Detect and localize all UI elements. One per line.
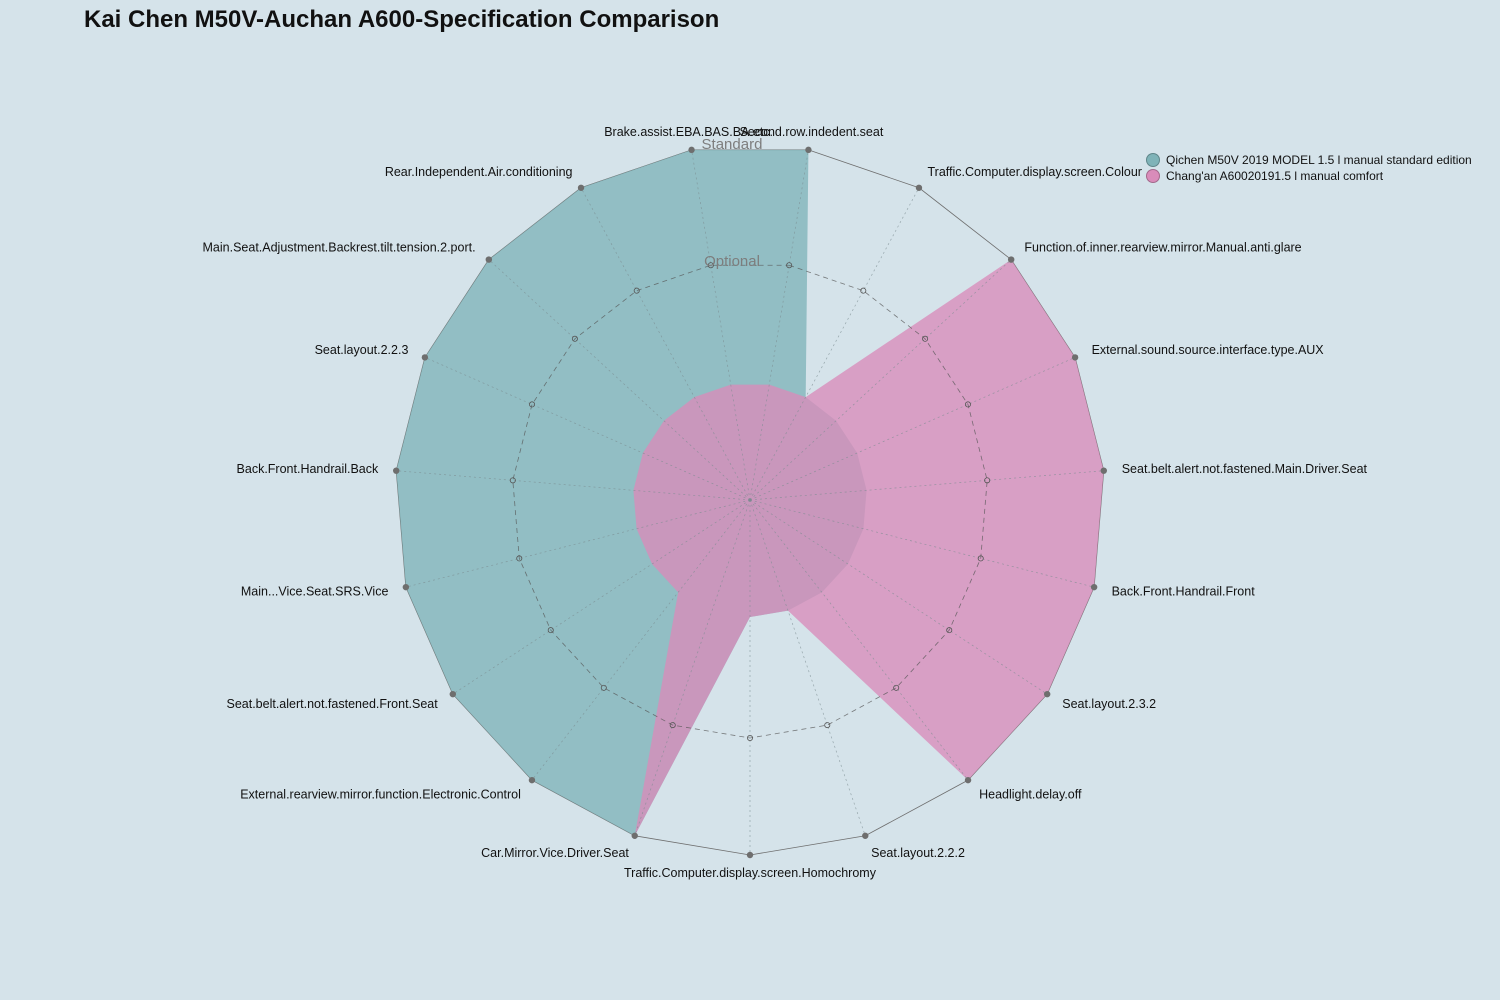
spoke-2 [749, 259, 1012, 501]
spoke-11 [531, 499, 751, 781]
axis-label-10: Car.Mirror.Vice.Driver.Seat [481, 846, 629, 860]
outer-vertex-16 [485, 256, 493, 263]
series-area-1 [633, 259, 1104, 836]
spoke-10 [634, 499, 751, 836]
legend-label-changan: Chang'an A60020191.5 l manual comfort [1166, 169, 1384, 183]
outer-vertex-9 [746, 851, 754, 859]
legend-label-qichen: Qichen M50V 2019 MODEL 1.5 l manual stan… [1166, 153, 1472, 167]
spoke-3 [749, 357, 1076, 501]
axis-label-2: Function.of.inner.rearview.mirror.Manual… [1024, 240, 1301, 254]
spoke-7 [749, 499, 969, 781]
axis-label-3: External.sound.source.interface.type.AUX [1092, 343, 1325, 357]
spoke-14 [396, 470, 751, 501]
middle-vertex-8 [824, 722, 831, 729]
middle-vertex-18 [707, 262, 714, 269]
middle-vertex-15 [529, 401, 536, 408]
legend: Qichen M50V 2019 MODEL 1.5 l manual stan… [1146, 152, 1472, 184]
spoke-18 [691, 149, 751, 501]
middle-vertex-14 [509, 477, 516, 484]
spoke-17 [580, 187, 751, 501]
outer-vertex-1 [915, 184, 923, 191]
middle-vertex-10 [669, 722, 676, 729]
axis-label-12: Seat.belt.alert.not.fastened.Front.Seat [226, 697, 438, 711]
outer-vertex-14 [393, 467, 400, 474]
middle-vertex-3 [964, 401, 971, 408]
axis-label-1: Traffic.Computer.display.screen.Colour [928, 165, 1142, 179]
outer-vertex-12 [449, 690, 457, 698]
level-label-0: Optional [704, 253, 760, 270]
axis-label-15: Seat.layout.2.2.3 [315, 343, 409, 357]
grid-ring-outer [395, 149, 1105, 856]
outer-vertex-0 [805, 146, 812, 154]
legend-swatch-qichen [1146, 153, 1160, 167]
spoke-15 [424, 357, 751, 501]
outer-vertex-6 [1043, 690, 1051, 698]
outer-vertex-4 [1100, 467, 1107, 474]
legend-item-changan: Chang'an A60020191.5 l manual comfort [1146, 168, 1472, 184]
outer-vertex-3 [1071, 354, 1079, 361]
axis-label-9: Traffic.Computer.display.screen.Homochro… [624, 866, 877, 880]
spoke-13 [405, 499, 751, 588]
middle-vertex-16 [571, 335, 578, 342]
outer-vertex-8 [862, 832, 869, 839]
legend-swatch-changan [1146, 169, 1160, 183]
spoke-4 [749, 470, 1104, 501]
axis-label-8: Seat.layout.2.2.2 [871, 846, 965, 860]
axis-label-14: Back.Front.Handrail.Back [237, 462, 379, 476]
outer-vertex-15 [421, 354, 429, 361]
outer-vertex-7 [964, 776, 972, 784]
outer-vertex-18 [688, 146, 695, 154]
axis-label-17: Rear.Independent.Air.conditioning [385, 165, 573, 179]
outer-vertex-11 [528, 776, 536, 784]
series-area-0 [396, 149, 867, 836]
outer-vertex-5 [1090, 583, 1098, 591]
middle-vertex-7 [893, 684, 900, 691]
middle-vertex-5 [977, 555, 984, 562]
outer-vertex-17 [577, 184, 585, 191]
axis-label-11: External.rearview.mirror.function.Electr… [240, 787, 521, 801]
axis-label-7: Headlight.delay.off [979, 787, 1082, 801]
spoke-5 [749, 499, 1095, 588]
axis-label-13: Main...Vice.Seat.SRS.Vice [241, 585, 389, 599]
middle-vertex-11 [600, 684, 607, 691]
middle-vertex-6 [946, 627, 953, 634]
axis-label-18: Brake.assist.EBA.BAS.BA.etc. [604, 125, 773, 139]
spoke-12 [452, 499, 751, 695]
middle-vertex-2 [922, 335, 929, 342]
axis-label-5: Back.Front.Handrail.Front [1112, 585, 1256, 599]
legend-item-qichen: Qichen M50V 2019 MODEL 1.5 l manual stan… [1146, 152, 1472, 168]
axis-label-4: Seat.belt.alert.not.fastened.Main.Driver… [1122, 462, 1368, 476]
chart-title: Kai Chen M50V-Auchan A600-Specification … [84, 6, 720, 33]
spoke-1 [749, 187, 920, 501]
middle-vertex-13 [516, 555, 523, 562]
middle-vertex-1 [860, 287, 867, 294]
axis-label-0: Second.row.indedent.seat [739, 125, 883, 139]
middle-vertex-12 [547, 627, 554, 634]
middle-vertex-17 [633, 287, 640, 294]
level-label-1: Standard [702, 136, 763, 153]
axis-label-16: Main.Seat.Adjustment.Backrest.tilt.tensi… [203, 240, 476, 254]
spoke-6 [749, 499, 1048, 695]
middle-vertex-4 [984, 477, 991, 484]
outer-vertex-2 [1007, 256, 1015, 263]
middle-vertex-0 [786, 262, 793, 269]
spoke-16 [488, 259, 751, 501]
middle-vertex-9 [747, 735, 754, 742]
outer-vertex-13 [402, 583, 410, 591]
axis-label-6: Seat.layout.2.3.2 [1062, 697, 1156, 711]
spoke-0 [749, 149, 809, 501]
spoke-8 [749, 499, 866, 836]
outer-vertex-10 [631, 832, 638, 839]
